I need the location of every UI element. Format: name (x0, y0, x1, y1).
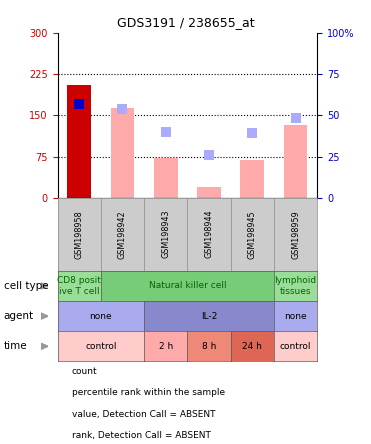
Text: cell type: cell type (4, 281, 48, 291)
Text: control: control (280, 342, 311, 351)
Text: GSM198944: GSM198944 (204, 210, 213, 258)
Bar (197, 186, 221, 198)
Text: GSM198959: GSM198959 (291, 210, 300, 258)
Text: GDS3191 / 238655_at: GDS3191 / 238655_at (117, 16, 254, 28)
Point (249, 129, 255, 136)
Text: none: none (89, 312, 112, 321)
Bar (154, 158, 178, 198)
Text: none: none (284, 312, 307, 321)
Text: value, Detection Call = ABSENT: value, Detection Call = ABSENT (72, 410, 216, 419)
Point (293, 115, 299, 122)
Bar (284, 125, 308, 198)
Text: time: time (4, 341, 27, 351)
Text: 8 h: 8 h (202, 342, 216, 351)
Text: rank, Detection Call = ABSENT: rank, Detection Call = ABSENT (72, 431, 211, 440)
Text: control: control (85, 342, 116, 351)
Text: agent: agent (4, 311, 34, 321)
Text: GSM198945: GSM198945 (248, 210, 257, 258)
Text: count: count (72, 367, 98, 376)
Polygon shape (41, 313, 48, 319)
Point (163, 128, 169, 135)
Point (119, 105, 125, 112)
Point (76, 101, 82, 108)
Text: IL-2: IL-2 (201, 312, 217, 321)
Text: GSM198958: GSM198958 (75, 210, 83, 258)
Text: Natural killer cell: Natural killer cell (148, 281, 226, 290)
Polygon shape (41, 343, 48, 349)
Bar (111, 108, 134, 198)
Text: percentile rank within the sample: percentile rank within the sample (72, 388, 225, 397)
Bar (67, 85, 91, 198)
Text: GSM198942: GSM198942 (118, 210, 127, 258)
Polygon shape (41, 283, 48, 289)
Text: GSM198943: GSM198943 (161, 210, 170, 258)
Bar (240, 160, 264, 198)
Text: 2 h: 2 h (158, 342, 173, 351)
Text: CD8 posit
ive T cell: CD8 posit ive T cell (57, 276, 101, 296)
Text: lymphoid
tissues: lymphoid tissues (275, 276, 316, 296)
Point (206, 152, 212, 159)
Text: 24 h: 24 h (242, 342, 262, 351)
